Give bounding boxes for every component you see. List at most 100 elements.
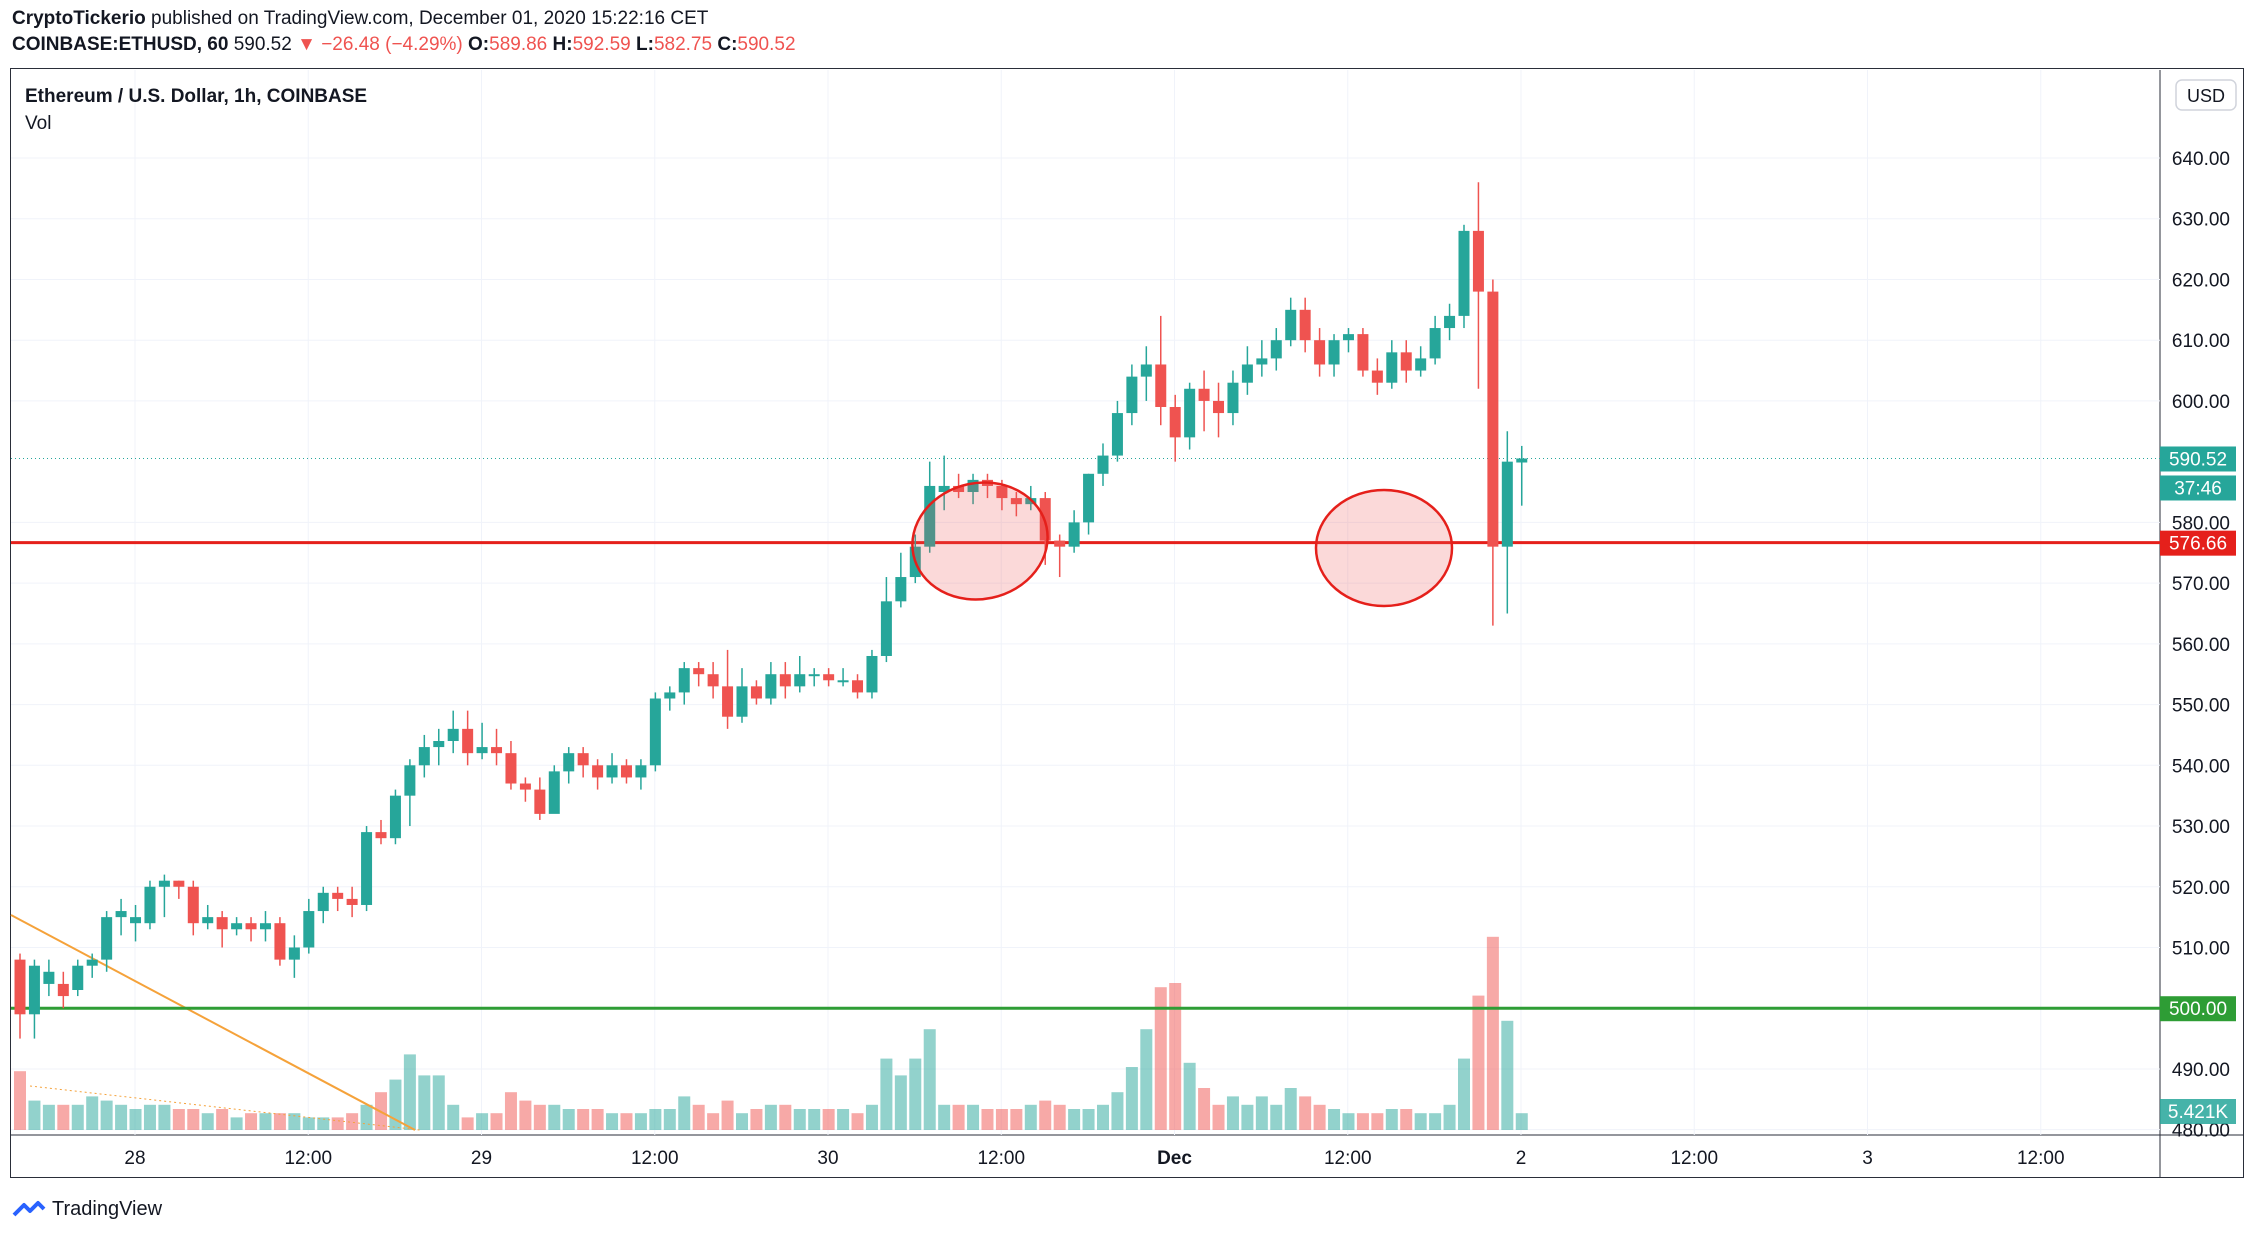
volume-bar xyxy=(1212,1104,1225,1130)
candle-body xyxy=(1169,406,1181,438)
y-tick-label: 580.00 xyxy=(2172,513,2230,534)
volume-bar xyxy=(1501,1020,1514,1130)
candle-body xyxy=(779,674,791,687)
down-arrow-icon: ▼ xyxy=(297,34,316,55)
x-tick-label: 12:00 xyxy=(1324,1148,1372,1169)
volume-bar xyxy=(894,1075,907,1130)
volume-bar xyxy=(447,1104,460,1130)
candle-body xyxy=(476,747,488,754)
candle-body xyxy=(404,765,416,796)
volume-bar xyxy=(1125,1067,1138,1130)
candle-body xyxy=(1140,364,1152,377)
volume-bar xyxy=(1198,1088,1211,1130)
volume-bar xyxy=(129,1109,142,1130)
volume-bar xyxy=(1241,1104,1254,1130)
candle-body xyxy=(1342,334,1354,341)
volume-bar xyxy=(736,1113,748,1130)
volume-bar xyxy=(230,1117,243,1130)
volume-bar xyxy=(1328,1109,1341,1130)
candle-body xyxy=(1068,522,1080,547)
candle-body xyxy=(996,485,1008,499)
x-tick-label: 2 xyxy=(1516,1148,1527,1169)
volume-bar xyxy=(1039,1100,1052,1130)
candle-body xyxy=(1516,458,1528,463)
candle-body xyxy=(519,783,531,790)
candle-body xyxy=(1155,364,1167,407)
y-tick-label: 550.00 xyxy=(2172,696,2230,717)
candle-body xyxy=(375,832,387,839)
volume-bar xyxy=(1097,1104,1109,1130)
candle-body xyxy=(144,886,156,924)
candle-body xyxy=(606,765,618,778)
candle-body xyxy=(866,655,878,693)
candle-body xyxy=(852,680,864,693)
volume-bar xyxy=(1299,1096,1312,1130)
candle-body xyxy=(130,917,142,924)
candle-body xyxy=(707,674,719,687)
volume-tag-label: 5.421K xyxy=(2168,1102,2229,1123)
footer-brand-label: TradingView xyxy=(52,1197,163,1220)
ohlc-line: COINBASE:ETHUSD, 60 590.52 ▼ −26.48 (−4.… xyxy=(12,34,796,56)
candle-body xyxy=(649,698,661,766)
candle-body xyxy=(1314,340,1326,365)
volume-bar xyxy=(1169,983,1182,1130)
symbol-label: COINBASE:ETHUSD, 60 xyxy=(12,34,229,55)
chart-legend-title: Ethereum / U.S. Dollar, 1h, COINBASE xyxy=(25,86,368,107)
candle-body xyxy=(303,911,315,948)
candle-body xyxy=(1213,400,1225,414)
volume-bar xyxy=(533,1104,546,1130)
candle-body xyxy=(823,674,835,681)
footer-brand[interactable]: TradingView xyxy=(12,1197,162,1221)
candle-body xyxy=(101,917,113,960)
candle-body xyxy=(1472,230,1484,292)
volume-bar xyxy=(692,1104,705,1130)
candle-body xyxy=(664,692,676,699)
volume-bar xyxy=(346,1113,359,1130)
candle-body xyxy=(1487,291,1499,547)
candle-body xyxy=(794,674,806,687)
x-tick-label: 12:00 xyxy=(284,1148,332,1169)
candle-body xyxy=(548,771,560,814)
candle-body xyxy=(317,892,329,912)
volume-bar xyxy=(172,1109,185,1130)
candle-body xyxy=(447,728,459,742)
currency-button-label: USD xyxy=(2187,86,2225,106)
volume-bar xyxy=(981,1109,994,1130)
volume-bar xyxy=(577,1109,590,1130)
volume-bar xyxy=(1356,1113,1369,1130)
y-tick-label: 530.00 xyxy=(2172,817,2230,838)
volume-bar xyxy=(548,1104,561,1130)
volume-bar xyxy=(808,1109,821,1130)
candle-body xyxy=(245,923,257,930)
candle-body xyxy=(1371,370,1383,383)
volume-bar xyxy=(793,1109,806,1130)
volume-bar xyxy=(678,1096,691,1130)
candle-body xyxy=(202,917,214,924)
candle-body xyxy=(750,686,762,699)
volume-bar xyxy=(1270,1104,1283,1130)
candle-body xyxy=(115,911,127,918)
candle-body xyxy=(563,753,575,772)
volume-bar xyxy=(1472,995,1485,1130)
volume-bar xyxy=(995,1109,1008,1130)
y-tick-label: 490.00 xyxy=(2172,1060,2230,1081)
open-value: 589.86 xyxy=(489,34,548,55)
volume-bar xyxy=(707,1113,720,1130)
volume-bar xyxy=(606,1113,619,1130)
publisher-name[interactable]: CryptoTickerio xyxy=(12,8,146,29)
volume-bar xyxy=(721,1100,734,1130)
volume-bar xyxy=(259,1113,272,1130)
volume-bar xyxy=(1414,1113,1427,1130)
published-text: published on TradingView.com, December 0… xyxy=(151,8,709,29)
candle-body xyxy=(1010,498,1022,505)
volume-bar xyxy=(938,1104,951,1130)
volume-bar xyxy=(317,1117,330,1130)
volume-bar xyxy=(1226,1096,1239,1130)
volume-bar xyxy=(851,1113,864,1130)
volume-bar xyxy=(14,1071,26,1130)
volume-bar xyxy=(1140,1029,1153,1130)
volume-bar xyxy=(923,1029,936,1130)
open-label: O: xyxy=(468,34,490,55)
candle-body xyxy=(57,983,69,997)
